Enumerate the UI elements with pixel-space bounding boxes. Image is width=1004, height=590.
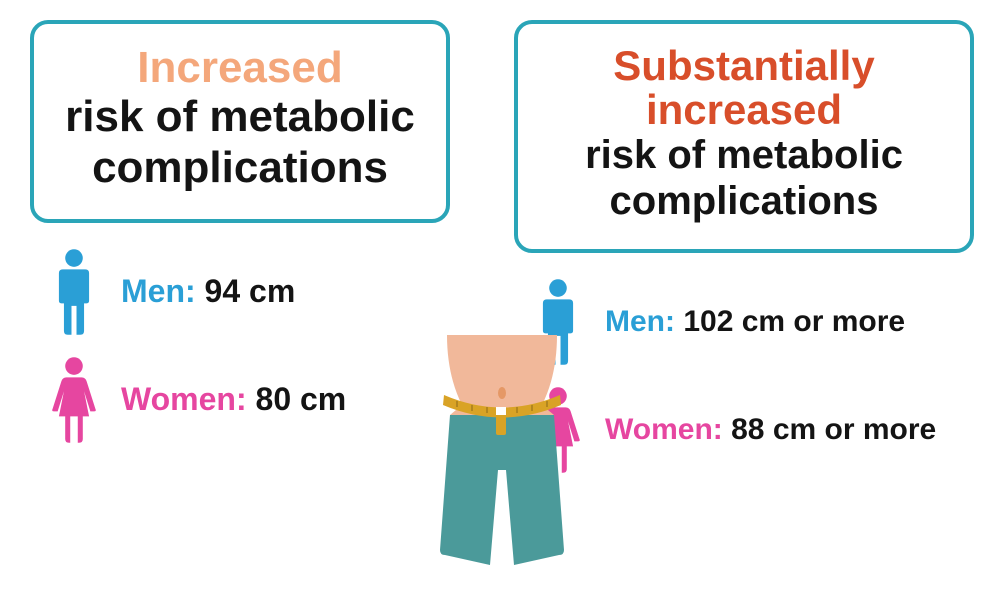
men-label: Men: [605,305,675,338]
left-risk-panel: Increased risk of metabolic complication… [30,20,450,494]
waist-measure-icon [402,335,602,585]
infographic-container: Increased risk of metabolic complication… [0,0,1004,494]
right-women-text: Women: 88 cm or more [605,413,936,447]
left-subtext: risk of metabolic complications [49,92,431,193]
waist-illustration [402,335,602,585]
left-headline: Increased [49,44,431,92]
right-headline: Substantially increased [533,44,955,132]
left-women-text: Women: 80 cm [121,381,346,418]
woman-icon [45,356,103,444]
left-women-row: Women: 80 cm [30,356,450,444]
men-label: Men: [121,273,196,309]
women-label: Women: [121,381,247,417]
left-men-text: Men: 94 cm [121,273,295,310]
right-subtext: risk of metabolic complications [533,132,955,224]
right-men-text: Men: 102 cm or more [605,305,905,339]
left-men-row: Men: 94 cm [30,248,450,336]
women-value: 80 cm [256,381,347,417]
woman-icon-svg [48,356,100,444]
man-icon-svg [48,248,100,336]
women-value: 88 cm or more [731,413,936,446]
right-risk-box: Substantially increased risk of metaboli… [514,20,974,253]
man-icon [45,248,103,336]
men-value: 94 cm [205,273,296,309]
left-risk-box: Increased risk of metabolic complication… [30,20,450,223]
women-label: Women: [605,413,723,446]
men-value: 102 cm or more [683,305,905,338]
